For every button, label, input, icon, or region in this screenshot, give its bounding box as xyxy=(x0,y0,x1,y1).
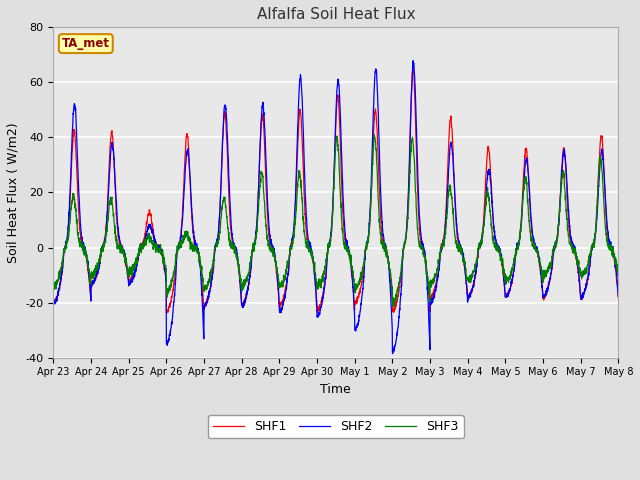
SHF2 xyxy=(543,290,550,296)
SHF3 xyxy=(390,304,398,310)
SHF3 xyxy=(614,271,622,276)
SHF2 xyxy=(409,58,417,64)
SHF2 xyxy=(266,233,274,239)
Legend: SHF1, SHF2, SHF3: SHF1, SHF2, SHF3 xyxy=(208,415,464,438)
SHF3 xyxy=(114,243,122,249)
SHF3 xyxy=(49,279,57,285)
SHF1 xyxy=(163,310,170,316)
SHF2 xyxy=(49,298,57,303)
X-axis label: Time: Time xyxy=(321,383,351,396)
Y-axis label: Soil Heat Flux ( W/m2): Soil Heat Flux ( W/m2) xyxy=(7,122,20,263)
SHF1 xyxy=(604,229,611,235)
Text: TA_met: TA_met xyxy=(62,37,110,50)
SHF1 xyxy=(49,297,57,303)
SHF2 xyxy=(147,225,155,230)
SHF2 xyxy=(604,227,611,233)
SHF2 xyxy=(388,351,396,357)
Line: SHF2: SHF2 xyxy=(53,61,618,354)
SHF3 xyxy=(147,234,155,240)
SHF2 xyxy=(614,294,622,300)
Title: Alfalfa Soil Heat Flux: Alfalfa Soil Heat Flux xyxy=(257,7,415,22)
Line: SHF1: SHF1 xyxy=(53,67,618,313)
SHF2 xyxy=(291,215,298,220)
SHF1 xyxy=(543,289,550,295)
SHF2 xyxy=(114,223,122,228)
SHF1 xyxy=(614,294,622,300)
SHF3 xyxy=(371,132,378,138)
SHF1 xyxy=(410,64,417,70)
SHF1 xyxy=(147,216,155,221)
Line: SHF3: SHF3 xyxy=(53,135,618,307)
SHF3 xyxy=(604,242,611,248)
SHF3 xyxy=(266,244,274,250)
SHF3 xyxy=(291,227,298,233)
SHF1 xyxy=(266,242,274,248)
SHF1 xyxy=(291,217,298,223)
SHF1 xyxy=(114,230,122,236)
SHF3 xyxy=(543,268,550,274)
